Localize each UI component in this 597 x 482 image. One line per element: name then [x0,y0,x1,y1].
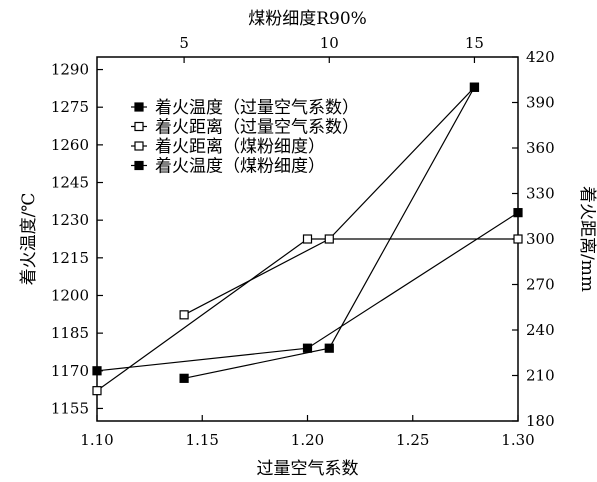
series-4-point [469,82,480,92]
x2-axis-title: 煤粉细度R90% [248,9,367,29]
legend-marker [134,160,144,171]
series-2-point [513,234,523,244]
series-1-point [513,208,523,218]
x-bottom-tick-label: 1.30 [501,431,534,449]
legend-marker [134,141,144,151]
y-left-tick-label: 1170 [51,362,89,380]
y-left-tick-label: 1185 [51,324,89,342]
x-top-tick-label: 10 [320,34,339,52]
y-axis-title: 着火温度/℃ [19,193,39,286]
y-left-tick-label: 1245 [51,174,89,192]
legend-marker [134,121,144,132]
x-bottom-tick-label: 1.25 [396,431,429,449]
legend-label: 着火温度（煤粉细度） [155,157,325,177]
y-right-tick-label: 390 [526,94,555,112]
y-right-tick-label: 360 [526,139,555,157]
legend-label: 着火温度（过量空气系数） [155,98,359,118]
series-1-point [92,366,102,376]
x-bottom-tick-label: 1.20 [291,431,324,449]
y-right-tick-label: 270 [526,276,555,294]
y-left-tick-label: 1230 [51,211,89,229]
x-axis-title: 过量空气系数 [257,459,359,479]
y-right-tick-label: 330 [526,185,555,203]
y2-axis-title: 着火距离/mm [577,186,597,292]
y-left-tick-label: 1260 [51,136,89,154]
y-right-tick-label: 300 [526,230,555,248]
x-top-tick-label: 5 [179,34,189,52]
x-bottom-tick-label: 1.10 [80,431,113,449]
series-line-2 [96,238,518,392]
legend-label: 着火距离（煤粉细度） [155,137,325,157]
series-4-point [324,343,334,353]
y-left-tick-label: 1275 [51,98,89,116]
y-right-tick-label: 420 [526,48,555,66]
series-2-point [302,234,313,244]
y-right-tick-label: 210 [526,367,555,385]
y-left-tick-label: 1200 [51,286,89,304]
y-right-tick-label: 240 [526,321,555,339]
series-2-point [92,386,102,396]
series-4-point [179,373,189,383]
x-top-tick-label: 15 [465,34,484,52]
series-1-point [302,343,313,353]
y-right-tick-label: 180 [526,412,555,430]
legend-label: 着火距离（过量空气系数） [155,118,359,138]
series-3-point [324,234,334,244]
y-left-tick-label: 1155 [51,399,89,417]
series-3-point [179,310,189,320]
legend-marker [134,102,144,112]
y-left-tick-label: 1215 [51,249,89,267]
y-left-tick-label: 1290 [51,61,89,79]
x-bottom-tick-label: 1.15 [186,431,219,449]
